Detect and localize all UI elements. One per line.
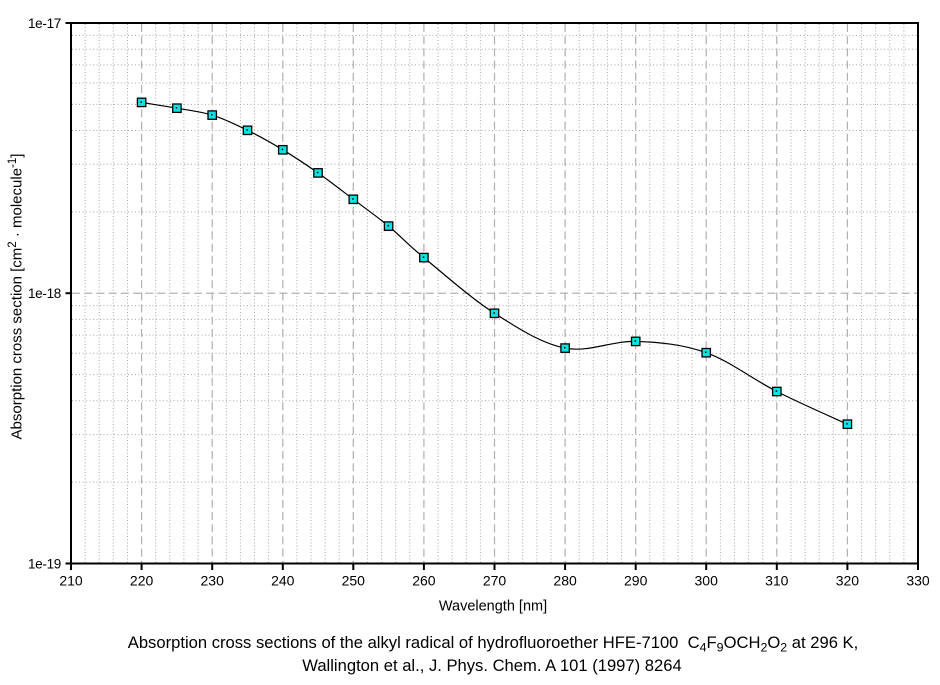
svg-text:290: 290: [624, 573, 648, 589]
svg-text:310: 310: [765, 573, 789, 589]
svg-text:Absorption cross section [cm2: Absorption cross section [cm2 · molecule…: [7, 154, 26, 440]
svg-text:230: 230: [201, 573, 225, 589]
svg-text:330: 330: [906, 573, 930, 589]
svg-text:320: 320: [836, 573, 860, 589]
svg-text:260: 260: [412, 573, 436, 589]
svg-text:Wallington et al., J. Phys. Ch: Wallington et al., J. Phys. Chem. A 101 …: [302, 656, 681, 675]
svg-text:220: 220: [130, 573, 154, 589]
svg-text:250: 250: [342, 573, 366, 589]
svg-text:1e-17: 1e-17: [28, 16, 61, 31]
svg-text:Wavelength [nm]: Wavelength [nm]: [439, 599, 547, 615]
svg-text:270: 270: [483, 573, 507, 589]
svg-text:Absorption cross sections of t: Absorption cross sections of the alkyl r…: [128, 633, 858, 655]
svg-text:280: 280: [553, 573, 577, 589]
svg-text:210: 210: [59, 573, 83, 589]
svg-text:240: 240: [271, 573, 295, 589]
svg-text:1e-19: 1e-19: [28, 556, 61, 571]
svg-text:1e-18: 1e-18: [28, 286, 61, 301]
svg-text:300: 300: [695, 573, 719, 589]
